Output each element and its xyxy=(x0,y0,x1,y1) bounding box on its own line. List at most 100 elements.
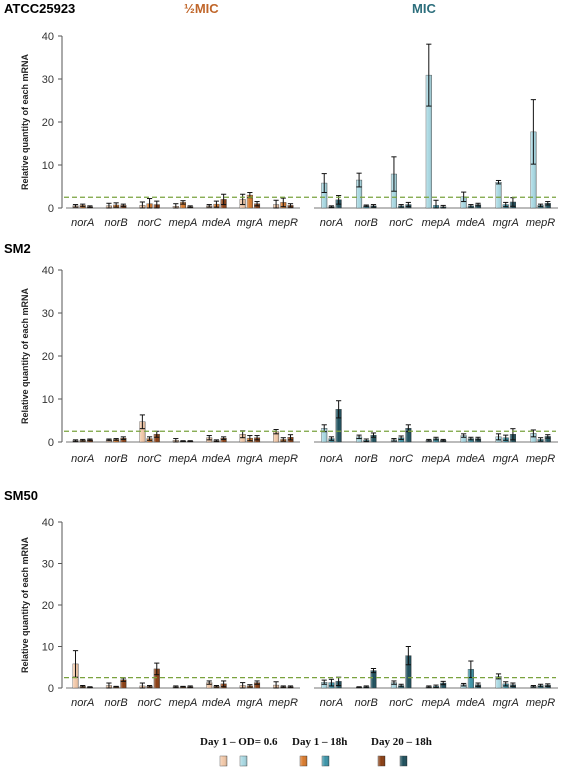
bar-shine xyxy=(321,183,328,208)
panel-2: 0 10 20 30 40 Relative quantity of each mRNA n… xyxy=(20,517,558,709)
y-tick-label: 20 xyxy=(42,351,54,363)
bar-shine xyxy=(254,682,260,688)
y-tick-label: 40 xyxy=(42,517,54,529)
bar-shine xyxy=(544,436,551,442)
category-label: mgrA xyxy=(237,217,263,229)
bar-shine xyxy=(405,428,412,442)
bar-shine xyxy=(530,131,537,208)
bar-shine xyxy=(530,433,537,442)
legend: Day 1 – OD= 0.6 Day 1 – 18h Day 20 – 18h xyxy=(200,736,432,767)
legend-label-day20-18h: Day 20 – 18h xyxy=(371,736,432,748)
category-label: mdeA xyxy=(456,453,485,465)
y-tick-label: 0 xyxy=(48,203,54,215)
category-label: mepR xyxy=(269,217,298,229)
bar-shine xyxy=(220,438,227,442)
category-label: mgrA xyxy=(493,453,519,465)
category-label: mepR xyxy=(269,453,298,465)
bar-shine xyxy=(370,670,377,688)
bar-shine xyxy=(180,202,186,208)
category-label: mgrA xyxy=(237,453,263,465)
category-label: norB xyxy=(105,697,128,709)
category-label: norC xyxy=(138,697,162,709)
category-label: mgrA xyxy=(237,697,263,709)
panel-title-sm2: SM2 xyxy=(4,241,31,256)
category-label: norA xyxy=(71,453,94,465)
legend-swatch-half-shine xyxy=(378,756,385,766)
panel-0: 0 10 20 30 40 Relative quantity of each mRNA n… xyxy=(20,31,558,229)
group-label-half-mic: ½MIC xyxy=(184,1,219,16)
category-label: mepA xyxy=(422,697,451,709)
category-label: norA xyxy=(71,217,94,229)
legend-swatch-half-shine xyxy=(300,756,307,766)
category-label: mepR xyxy=(526,453,555,465)
category-label: norB xyxy=(105,217,128,229)
bar-shine xyxy=(495,676,502,688)
category-label: norA xyxy=(71,697,94,709)
bar-shine xyxy=(460,196,467,208)
category-label: norC xyxy=(138,453,162,465)
category-label: norC xyxy=(389,697,413,709)
legend-swatch-full-shine xyxy=(240,756,247,766)
y-tick-label: 20 xyxy=(42,117,54,129)
group-label-mic: MIC xyxy=(412,1,436,16)
bar-shine xyxy=(153,668,160,688)
plots-layer: 0 10 20 30 40 Relative quantity of each mRNA n… xyxy=(20,31,558,709)
category-label: norC xyxy=(138,217,162,229)
bar-shine xyxy=(468,669,474,688)
bar-shine xyxy=(544,203,551,208)
y-tick-label: 0 xyxy=(48,683,54,695)
category-label: norA xyxy=(320,697,343,709)
bar-shine xyxy=(356,180,362,208)
bar-shine xyxy=(139,421,146,442)
bar-shine xyxy=(356,436,362,442)
y-tick-label: 40 xyxy=(42,265,54,277)
y-tick-label: 10 xyxy=(42,160,54,172)
category-label: mgrA xyxy=(493,697,519,709)
category-label: mdeA xyxy=(456,697,485,709)
bar-shine xyxy=(391,682,397,688)
legend-swatch-half-shine xyxy=(220,756,227,766)
bar-shine xyxy=(426,75,432,208)
y-axis-label: Relative quantity of each mRNA xyxy=(20,53,30,190)
bar-shine xyxy=(153,434,160,442)
bar-shine xyxy=(460,435,467,442)
bar-shine xyxy=(335,409,342,442)
category-label: norB xyxy=(105,453,128,465)
category-label: mepA xyxy=(169,217,198,229)
category-label: norB xyxy=(355,453,378,465)
category-label: mepA xyxy=(169,453,198,465)
category-label: mepR xyxy=(526,217,555,229)
bar-shine xyxy=(440,683,446,688)
category-label: mgrA xyxy=(493,217,519,229)
category-label: norB xyxy=(355,217,378,229)
bar-shine xyxy=(405,655,412,688)
y-tick-label: 30 xyxy=(42,308,54,320)
category-label: mepA xyxy=(169,697,198,709)
bar-shine xyxy=(206,682,213,688)
bar-shine xyxy=(273,431,279,442)
y-tick-label: 30 xyxy=(42,74,54,86)
bar-shine xyxy=(247,195,253,208)
category-label: mepA xyxy=(422,453,451,465)
bar-shine xyxy=(495,182,502,208)
bar-shine xyxy=(120,438,127,442)
bar-shine xyxy=(120,679,127,688)
y-axis-label: Relative quantity of each mRNA xyxy=(20,287,30,424)
y-tick-label: 0 xyxy=(48,437,54,449)
category-label: mdeA xyxy=(202,453,231,465)
bar-shine xyxy=(370,435,377,442)
category-label: norA xyxy=(320,217,343,229)
legend-swatch-full-shine xyxy=(322,756,329,766)
category-label: mepA xyxy=(422,217,451,229)
category-label: mdeA xyxy=(202,217,231,229)
y-tick-label: 10 xyxy=(42,394,54,406)
panel-title-atcc25923: ATCC25923 xyxy=(4,1,75,16)
category-label: norB xyxy=(355,697,378,709)
category-label: norC xyxy=(389,453,413,465)
panel-title-sm50: SM50 xyxy=(4,488,38,503)
bar-shine xyxy=(321,682,328,688)
bar-shine xyxy=(321,428,328,442)
category-label: mdeA xyxy=(202,697,231,709)
legend-label-day1-od: Day 1 – OD= 0.6 xyxy=(200,736,278,748)
